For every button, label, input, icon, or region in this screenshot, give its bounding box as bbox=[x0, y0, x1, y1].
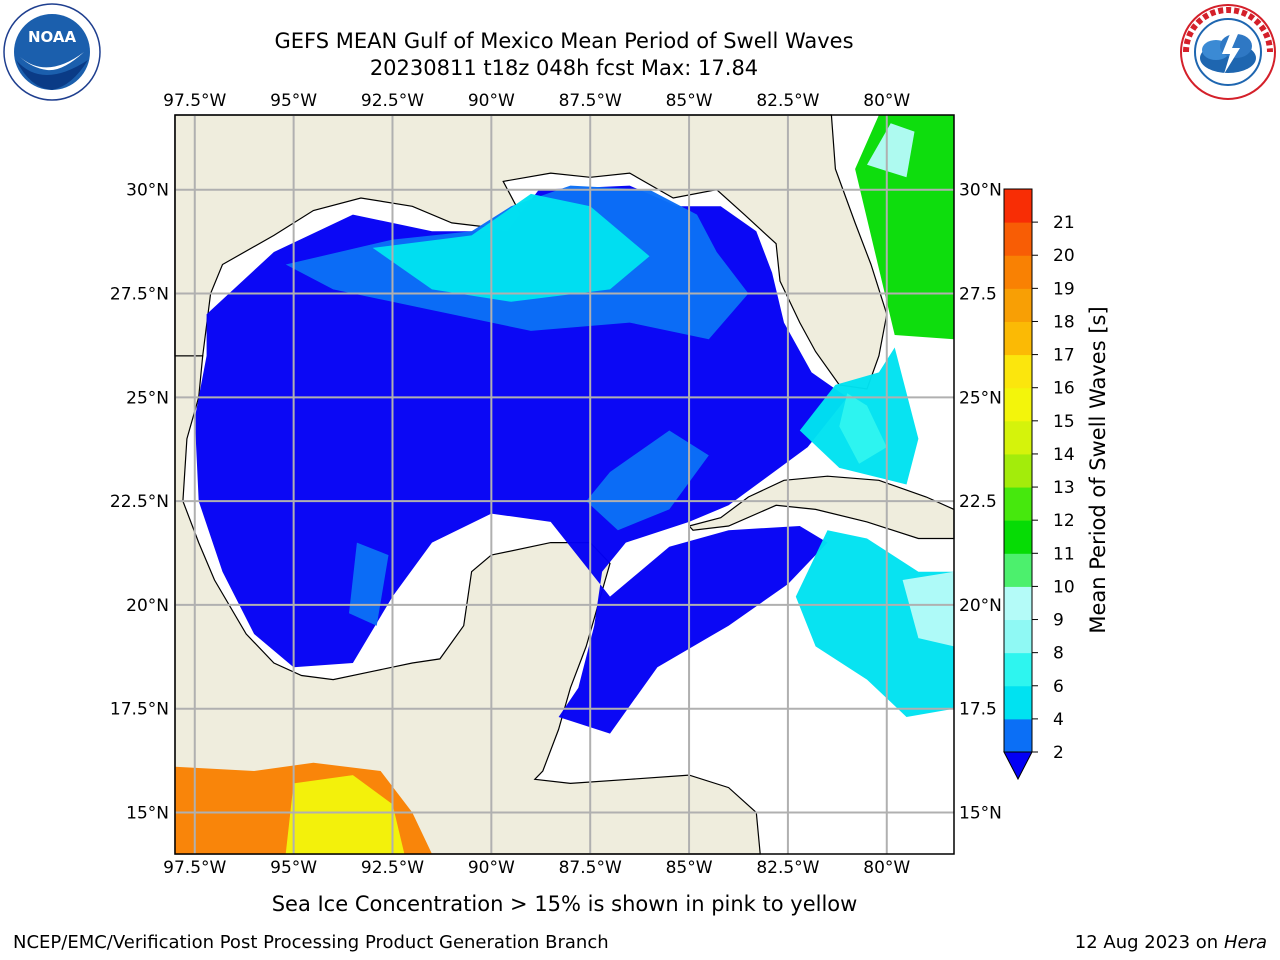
lat-tick-label-right: 27.5 bbox=[959, 285, 997, 305]
colorbar-swatch bbox=[1004, 553, 1032, 587]
lat-tick-label-left: 17.5°N bbox=[110, 700, 169, 720]
colorbar-tick-label: 17 bbox=[1053, 346, 1075, 366]
colorbar-tick-label: 10 bbox=[1053, 577, 1075, 597]
noaa-logo: NOAA bbox=[3, 3, 101, 101]
colorbar-tick-label: 13 bbox=[1053, 478, 1075, 498]
colorbar-swatch bbox=[1004, 619, 1032, 654]
lon-tick-label-bottom: 97.5°W bbox=[163, 858, 226, 878]
colorbar-tick-label: 19 bbox=[1053, 279, 1075, 299]
chart-title: GEFS MEAN Gulf of Mexico Mean Period of … bbox=[274, 29, 854, 53]
colorbar-tick-label: 8 bbox=[1053, 644, 1064, 664]
lon-tick-label-top: 90°W bbox=[468, 91, 515, 111]
colorbar-swatch bbox=[1004, 420, 1032, 455]
colorbar-swatch bbox=[1004, 652, 1032, 687]
field-swell-4-6s-north bbox=[372, 193, 650, 302]
lat-tick-label-left: 30°N bbox=[126, 181, 169, 201]
field-swell-6-8s-straits bbox=[839, 393, 887, 464]
colorbar-tick-label: 4 bbox=[1053, 710, 1064, 730]
lon-tick-label-top: 95°W bbox=[270, 91, 317, 111]
colorbar-tick-label: 18 bbox=[1053, 312, 1075, 332]
colorbar-tick-label: 15 bbox=[1053, 412, 1075, 432]
colorbar-tick-label: 6 bbox=[1053, 677, 1064, 697]
lon-tick-label-top: 82.5°W bbox=[756, 91, 819, 111]
colorbar-swatch bbox=[1004, 255, 1032, 289]
colorbar-swatch bbox=[1004, 520, 1032, 554]
field-swell-11-12s-atlantic bbox=[855, 115, 954, 340]
colorbar-swatch bbox=[1004, 321, 1032, 356]
lat-tick-label-left: 15°N bbox=[126, 803, 169, 823]
colorbar-tick-label: 9 bbox=[1053, 611, 1064, 631]
colorbar-tick-label: 14 bbox=[1053, 445, 1075, 465]
colorbar-swatch bbox=[1004, 718, 1032, 753]
colorbar-tick-label: 12 bbox=[1053, 511, 1075, 531]
colorbar-swatch bbox=[1004, 288, 1032, 322]
lat-tick-label-left: 27.5°N bbox=[110, 285, 169, 305]
colorbar-frame bbox=[1003, 188, 1033, 753]
colorbar-tick-label: 21 bbox=[1053, 213, 1075, 233]
colorbar-swatch bbox=[1004, 453, 1032, 488]
lat-tick-label-right: 15°N bbox=[959, 803, 1002, 823]
footer-machine: Hera bbox=[1223, 932, 1267, 953]
map-area bbox=[174, 114, 955, 855]
lon-tick-label-bottom: 82.5°W bbox=[756, 858, 819, 878]
colorbar-tick-label: 11 bbox=[1053, 544, 1075, 564]
colorbar-under-arrow bbox=[1003, 751, 1033, 781]
map-frame bbox=[174, 114, 955, 855]
nws-logo bbox=[1180, 4, 1276, 100]
lat-tick-label-right: 25°N bbox=[959, 388, 1002, 408]
colorbar-label: Mean Period of Swell Waves [s] bbox=[1086, 306, 1110, 634]
lon-tick-label-bottom: 87.5°W bbox=[559, 858, 622, 878]
colorbar-swatch bbox=[1004, 222, 1032, 256]
field-swell-4-6s-caribbean bbox=[795, 530, 954, 717]
colorbar-swatch bbox=[1004, 586, 1032, 621]
lon-tick-label-bottom: 95°W bbox=[270, 858, 317, 878]
lat-tick-label-left: 25°N bbox=[126, 388, 169, 408]
lon-tick-label-bottom: 85°W bbox=[666, 858, 713, 878]
colorbar-tick-label: 16 bbox=[1053, 379, 1075, 399]
field-swell-9-10s-atlantic bbox=[867, 123, 915, 178]
lon-tick-label-bottom: 90°W bbox=[468, 858, 515, 878]
field-swell-9-10s-caribbean bbox=[902, 571, 954, 647]
footer-date-text: 12 Aug 2023 on bbox=[1074, 932, 1219, 953]
chart-subtitle: 20230811 t18z 048h fcst Max: 17.84 bbox=[369, 56, 759, 80]
colorbar-tick-label: 20 bbox=[1053, 246, 1075, 266]
lat-tick-label-right: 30°N bbox=[959, 181, 1002, 201]
field-swell-15-16s-pacific bbox=[285, 775, 405, 854]
colorbar-swatch bbox=[1004, 487, 1032, 521]
lat-tick-label-right: 20°N bbox=[959, 596, 1002, 616]
lon-tick-label-bottom: 92.5°W bbox=[361, 858, 424, 878]
colorbar-swatch bbox=[1004, 354, 1032, 389]
lon-tick-label-top: 97.5°W bbox=[163, 91, 226, 111]
lon-tick-label-top: 80°W bbox=[863, 91, 910, 111]
colorbar-swatch bbox=[1004, 189, 1032, 223]
lat-tick-label-right: 22.5 bbox=[959, 492, 997, 512]
lon-tick-label-top: 87.5°W bbox=[559, 91, 622, 111]
land-united-states bbox=[174, 114, 888, 390]
colorbar: 2 4 6 8 9 10 11 12 13 14 15 16 17 18 19 20 21 bbox=[1003, 188, 1075, 781]
lat-tick-label-right: 17.5 bbox=[959, 700, 997, 720]
sea-ice-note: Sea Ice Concentration > 15% is shown in … bbox=[271, 892, 858, 916]
colorbar-swatch bbox=[1004, 685, 1032, 720]
lon-tick-label-top: 85°W bbox=[666, 91, 713, 111]
noaa-logo-text: NOAA bbox=[28, 28, 77, 46]
footer-date: 12 Aug 2023 on Hera bbox=[1075, 932, 1267, 954]
footer-credit: NCEP/EMC/Verification Post Processing Pr… bbox=[13, 932, 609, 953]
colorbar-swatch bbox=[1004, 387, 1032, 422]
field-swell-2-4s-yucatan bbox=[586, 430, 709, 531]
lat-tick-label-left: 22.5°N bbox=[110, 492, 169, 512]
colorbar-tick-label: 2 bbox=[1053, 743, 1064, 763]
lon-tick-label-bottom: 80°W bbox=[863, 858, 910, 878]
axis-tick-labels: 97.5°W 97.5°W 95°W 95°W 92.5°W 92.5°W 90°W 90°W… bbox=[110, 91, 1002, 878]
lat-tick-label-left: 20°N bbox=[126, 596, 169, 616]
lon-tick-label-top: 92.5°W bbox=[361, 91, 424, 111]
